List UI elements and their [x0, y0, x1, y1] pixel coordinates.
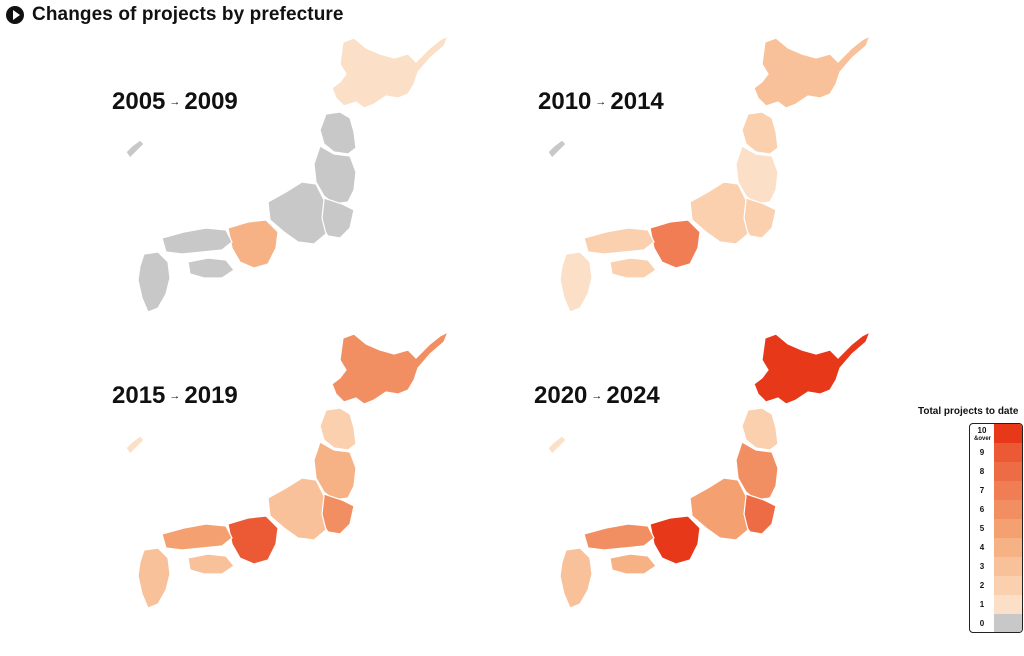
legend-item-label: 8: [979, 467, 985, 476]
legend-item-label: 9: [979, 448, 985, 457]
legend-item-label: 2: [979, 581, 985, 590]
legend: 10 &over 9 8 7 6 5 4 3 2 1 0: [969, 423, 1023, 633]
japan-map: [125, 330, 450, 609]
page-title: Changes of projects by prefecture: [32, 4, 344, 25]
period-end: 2024: [606, 382, 660, 409]
prefecture-region-chubu: [689, 181, 749, 245]
legend-item: 10 &over: [970, 424, 1022, 443]
legend-item-swatch: [994, 424, 1022, 443]
period-label: 2010 → 2014: [538, 88, 664, 116]
legend-item-swatch: [994, 614, 1022, 632]
period-end: 2019: [184, 382, 238, 409]
prefecture-region-okinawa: [125, 139, 145, 159]
period-label: 2005 → 2009: [112, 88, 238, 116]
prefecture-region-chugoku: [161, 227, 233, 255]
legend-item: 8: [970, 462, 1022, 481]
prefecture-region-tohoku-s: [313, 145, 357, 205]
prefecture-region-shikoku: [187, 257, 235, 279]
legend-item: 9: [970, 443, 1022, 462]
legend-title: Total projects to date: [918, 406, 1019, 417]
prefecture-region-tohoku-n: [319, 407, 357, 451]
period-label: 2020 → 2024: [534, 382, 660, 410]
prefecture-region-chubu: [689, 477, 749, 541]
prefecture-region-kyushu: [137, 547, 171, 609]
prefecture-region-chugoku: [583, 227, 655, 255]
page-header: Changes of projects by prefecture: [6, 2, 344, 28]
japan-map: [125, 34, 450, 313]
period-start: 2010: [538, 88, 592, 115]
prefecture-region-chubu: [267, 477, 327, 541]
legend-item-swatch: [994, 576, 1022, 595]
japan-map: [547, 34, 872, 313]
prefecture-region-tohoku-s: [735, 145, 779, 205]
prefecture-region-shikoku: [609, 553, 657, 575]
prefecture-region-hokkaido: [753, 34, 872, 109]
prefecture-region-hokkaido: [331, 330, 450, 405]
prefecture-region-tohoku-s: [735, 441, 779, 501]
legend-item-swatch: [994, 519, 1022, 538]
legend-item-swatch: [994, 557, 1022, 576]
prefecture-region-kinki: [227, 219, 279, 269]
legend-item: 2: [970, 576, 1022, 595]
period-start: 2015: [112, 382, 166, 409]
legend-item: 3: [970, 557, 1022, 576]
prefecture-region-chugoku: [583, 523, 655, 551]
arrow-right-icon: →: [591, 390, 603, 402]
play-circle-icon: [6, 6, 24, 24]
legend-item: 1: [970, 595, 1022, 614]
prefecture-region-hokkaido: [753, 330, 872, 405]
japan-map: [547, 330, 872, 609]
legend-item: 6: [970, 500, 1022, 519]
prefecture-region-chugoku: [161, 523, 233, 551]
prefecture-region-tohoku-n: [741, 111, 779, 155]
prefecture-region-kyushu: [137, 251, 171, 313]
legend-item-label: 0: [979, 619, 985, 628]
legend-item-swatch: [994, 500, 1022, 519]
legend-item-swatch: [994, 481, 1022, 500]
prefecture-region-kyushu: [559, 251, 593, 313]
prefecture-region-okinawa: [125, 435, 145, 455]
prefecture-region-tohoku-n: [741, 407, 779, 451]
prefecture-region-okinawa: [547, 435, 567, 455]
prefecture-region-kinki: [227, 515, 279, 565]
prefecture-region-tohoku-s: [313, 441, 357, 501]
prefecture-region-okinawa: [547, 139, 567, 159]
prefecture-region-kyushu: [559, 547, 593, 609]
legend-item: 4: [970, 538, 1022, 557]
legend-item: 7: [970, 481, 1022, 500]
prefecture-region-kinki: [649, 219, 701, 269]
legend-item-label: 5: [979, 524, 985, 533]
legend-item-swatch: [994, 443, 1022, 462]
legend-item-label: 3: [979, 562, 985, 571]
legend-item-label: 7: [979, 486, 985, 495]
legend-item: 0: [970, 614, 1022, 632]
prefecture-region-shikoku: [609, 257, 657, 279]
legend-item-label: 6: [979, 505, 985, 514]
prefecture-region-shikoku: [187, 553, 235, 575]
legend-item-swatch: [994, 595, 1022, 614]
arrow-right-icon: →: [595, 96, 607, 108]
legend-item-label: 10 &over: [974, 426, 992, 442]
period-label: 2015 → 2019: [112, 382, 238, 410]
prefecture-region-tohoku-n: [319, 111, 357, 155]
legend-item: 5: [970, 519, 1022, 538]
prefecture-region-hokkaido: [331, 34, 450, 109]
legend-item-swatch: [994, 462, 1022, 481]
prefecture-region-chubu: [267, 181, 327, 245]
prefecture-region-kinki: [649, 515, 701, 565]
legend-item-label: 1: [979, 600, 985, 609]
period-end: 2014: [610, 88, 664, 115]
period-end: 2009: [184, 88, 238, 115]
period-start: 2020: [534, 382, 588, 409]
arrow-right-icon: →: [169, 390, 181, 402]
period-start: 2005: [112, 88, 166, 115]
legend-item-swatch: [994, 538, 1022, 557]
legend-item-label: 4: [979, 543, 985, 552]
arrow-right-icon: →: [169, 96, 181, 108]
